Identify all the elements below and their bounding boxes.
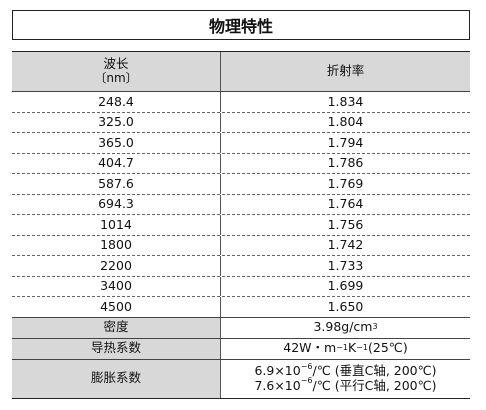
wavelength-header-label: 波长 (103, 56, 129, 72)
thermal-conductivity-value: 42W・m −1 K −1 (25℃) (220, 338, 470, 359)
thermal-conductivity-value-b: K (348, 340, 357, 356)
expansion-line-2-sup: −6 (300, 376, 313, 386)
wavelength-cell: 1014 (100, 216, 132, 232)
expansion-line-1: 6.9×10−6/℃ (垂直C轴, 200℃) (254, 361, 437, 379)
index-cell: 1.804 (220, 112, 470, 132)
wavelength-cell: 2200 (100, 257, 132, 273)
wavelength-cell: 694.3 (98, 196, 134, 212)
index-cell: 1.786 (220, 153, 470, 173)
wavelength-cell: 325.0 (98, 114, 134, 130)
wavelength-cell: 587.6 (98, 175, 134, 191)
index-cell: 1.699 (220, 276, 470, 296)
thermal-conductivity-label: 导热系数 (12, 338, 220, 359)
index-cell: 1.742 (220, 235, 470, 255)
expansion-line-2: 7.6×10−6/℃ (平行C轴, 200℃) (254, 376, 437, 393)
index-cell: 1.834 (220, 92, 470, 112)
index-cell: 1.769 (220, 174, 470, 194)
expansion-line-1-a: 6.9×10 (254, 363, 301, 379)
table-row: 404.7 1.786 (12, 153, 470, 174)
density-value: 3.98g/cm 3 (220, 317, 470, 338)
page-title: 物理特性 (12, 10, 470, 40)
wavelength-cell: 248.4 (98, 93, 134, 109)
table-row: 2200 1.733 (12, 256, 470, 277)
expansion-line-1-b: /℃ (垂直C轴, 200℃) (312, 363, 437, 379)
table-row: 1800 1.742 (12, 235, 470, 256)
index-cell: 1.794 (220, 133, 470, 153)
expansion-line-2-a: 7.6×10 (254, 377, 301, 393)
density-row: 密度 3.98g/cm 3 (12, 317, 470, 339)
density-value-text: 3.98g/cm (313, 319, 373, 335)
thermal-conductivity-value-a: 42W・m (283, 340, 337, 356)
density-label: 密度 (12, 317, 220, 338)
index-cell: 1.764 (220, 194, 470, 214)
thermal-conductivity-row: 导热系数 42W・m −1 K −1 (25℃) (12, 338, 470, 360)
wavelength-cell: 1800 (100, 237, 132, 253)
table-row: 4500 1.650 (12, 297, 470, 318)
expansion-value: 6.9×10−6/℃ (垂直C轴, 200℃) 7.6×10−6/℃ (平行C轴… (220, 359, 470, 398)
index-header: 折射率 (220, 52, 470, 91)
table-row: 1014 1.756 (12, 215, 470, 236)
index-cell: 1.650 (220, 297, 470, 317)
data-rows: 248.4 1.834 325.0 1.804 365.0 1.794 404.7 1.786… (12, 92, 470, 318)
expansion-row: 膨胀系数 6.9×10−6/℃ (垂直C轴, 200℃) 7.6×10−6/℃ … (12, 359, 470, 398)
index-cell: 1.756 (220, 215, 470, 235)
expansion-label: 膨胀系数 (12, 359, 220, 398)
table-row: 3400 1.699 (12, 276, 470, 297)
wavelength-header: 波长 〔nm〕 (12, 52, 220, 91)
wavelength-header-unit: 〔nm〕 (94, 70, 138, 85)
table-row: 365.0 1.794 (12, 133, 470, 154)
wavelength-cell: 365.0 (98, 134, 134, 150)
wavelength-cell: 4500 (100, 298, 132, 314)
thermal-conductivity-value-c: (25℃) (368, 340, 408, 356)
wavelength-cell: 3400 (100, 278, 132, 294)
table-row: 694.3 1.764 (12, 194, 470, 215)
table-header-row: 波长 〔nm〕 折射率 (12, 52, 470, 92)
table-row: 248.4 1.834 (12, 92, 470, 113)
table-row: 587.6 1.769 (12, 174, 470, 195)
table-row: 325.0 1.804 (12, 112, 470, 133)
index-cell: 1.733 (220, 256, 470, 276)
wavelength-cell: 404.7 (98, 155, 134, 171)
properties-table: 波长 〔nm〕 折射率 248.4 1.834 325.0 1.804 365.0 1.7… (12, 51, 470, 399)
expansion-line-2-b: /℃ (平行C轴, 200℃) (312, 377, 437, 393)
expansion-line-1-sup: −6 (300, 361, 313, 371)
